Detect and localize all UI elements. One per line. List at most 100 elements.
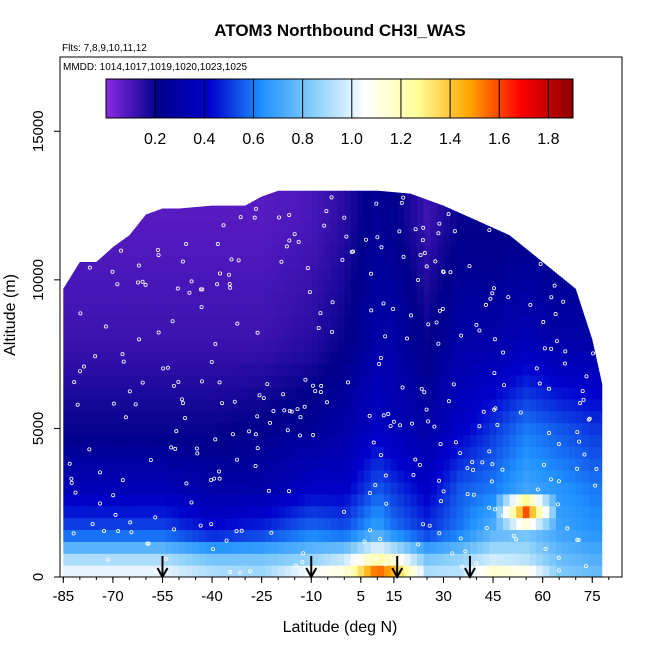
- heatmap-cell: [311, 481, 319, 495]
- heatmap-cell: [364, 244, 372, 257]
- heatmap-cell: [218, 481, 226, 495]
- heatmap-cell: [304, 315, 312, 328]
- heatmap-cell: [555, 208, 564, 222]
- heatmap-cell: [575, 386, 583, 400]
- heatmap-cell: [403, 410, 412, 424]
- heatmap-cell: [357, 220, 365, 233]
- heatmap-cell: [410, 220, 418, 233]
- sample-point: [438, 499, 443, 504]
- heatmap-cell: [298, 565, 306, 577]
- heatmap-cell: [536, 315, 544, 328]
- heatmap-cell: [231, 374, 240, 388]
- heatmap-cell: [258, 267, 266, 281]
- heatmap-cell: [145, 220, 154, 233]
- heatmap-cell: [529, 458, 537, 471]
- heatmap-cell: [469, 493, 478, 507]
- heatmap-cell: [575, 291, 583, 305]
- heatmap-cell: [562, 173, 569, 185]
- heatmap-cell: [251, 327, 259, 340]
- heatmap-cell: [588, 279, 597, 293]
- heatmap-cell: [403, 363, 412, 376]
- heatmap-cell: [595, 232, 603, 245]
- heatmap-cell: [516, 256, 524, 269]
- heatmap-cell: [542, 327, 550, 340]
- heatmap-cell: [588, 565, 597, 577]
- heatmap-cell: [436, 327, 445, 340]
- heatmap-cell: [278, 327, 286, 340]
- heatmap-cell: [516, 529, 524, 542]
- heatmap-cell: [417, 470, 425, 483]
- heatmap-cell: [331, 517, 339, 531]
- heatmap-cell: [357, 279, 365, 293]
- heatmap-cell: [569, 363, 577, 376]
- heatmap-cell: [483, 339, 491, 352]
- heatmap-cell: [529, 327, 537, 340]
- heatmap-cell: [238, 422, 246, 435]
- heatmap-cell: [106, 291, 114, 305]
- heatmap-cell: [159, 458, 167, 471]
- heatmap-cell: [152, 363, 160, 376]
- heatmap-cell: [99, 190, 107, 198]
- heatmap-cell: [132, 279, 140, 293]
- heatmap-cell: [284, 529, 293, 542]
- colorbar-tick-label: 0.2: [144, 131, 166, 148]
- sample-point: [556, 442, 561, 447]
- heatmap-cell: [410, 232, 418, 245]
- heatmap-cell: [377, 291, 385, 305]
- heatmap-cell: [536, 351, 544, 364]
- heatmap-cell: [443, 196, 451, 210]
- heatmap-cell: [106, 232, 114, 245]
- heatmap-cell: [225, 434, 233, 447]
- heatmap-cell: [225, 196, 233, 210]
- sample-point: [136, 263, 141, 268]
- heatmap-cell: [377, 553, 385, 566]
- heatmap-cell: [496, 363, 504, 376]
- heatmap-cell: [179, 505, 187, 519]
- heatmap-cell: [185, 351, 193, 364]
- heatmap-cell: [582, 374, 590, 388]
- heatmap-cell: [166, 173, 173, 185]
- sample-point: [546, 386, 551, 391]
- heatmap-cell: [106, 410, 114, 424]
- heatmap-cell: [397, 481, 405, 495]
- heatmap-cell: [86, 351, 94, 364]
- heatmap-cell: [502, 267, 511, 281]
- heatmap-cell: [569, 303, 577, 317]
- heatmap-cell: [119, 363, 127, 376]
- heatmap-cell: [311, 398, 319, 412]
- heatmap-cell: [99, 279, 107, 293]
- heatmap-cell: [66, 327, 74, 340]
- heatmap-cell: [542, 553, 550, 566]
- heatmap-cell: [198, 196, 207, 210]
- heatmap-cell: [456, 458, 464, 471]
- heatmap-cell: [463, 190, 471, 198]
- sample-point: [424, 407, 429, 412]
- heatmap-cell: [231, 458, 240, 471]
- heatmap-cell: [317, 256, 326, 269]
- sample-point: [137, 337, 142, 342]
- heatmap-cell: [225, 208, 233, 222]
- heatmap-cell: [238, 267, 246, 281]
- heatmap-cell: [555, 493, 564, 507]
- heatmap-cell: [377, 256, 385, 269]
- heatmap-cell: [291, 493, 299, 507]
- heatmap-cell: [73, 220, 81, 233]
- heatmap-cell: [536, 398, 544, 412]
- heatmap-cell: [159, 493, 167, 507]
- heatmap-cell: [417, 505, 425, 519]
- heatmap-cell: [99, 267, 107, 281]
- heatmap-cell: [159, 279, 167, 293]
- heatmap-cell: [602, 244, 609, 256]
- heatmap-cell: [139, 493, 147, 507]
- heatmap-cell: [139, 422, 147, 435]
- heatmap-cell: [575, 196, 583, 210]
- heatmap-cell: [417, 208, 425, 222]
- heatmap-cell: [588, 339, 597, 352]
- heatmap-cell: [344, 291, 352, 305]
- heatmap-cell: [602, 446, 609, 458]
- heatmap-cell: [450, 541, 458, 554]
- heatmap-cell: [350, 493, 359, 507]
- heatmap-cell: [403, 529, 412, 542]
- heatmap-cell: [502, 470, 511, 483]
- heatmap-cell: [159, 339, 167, 352]
